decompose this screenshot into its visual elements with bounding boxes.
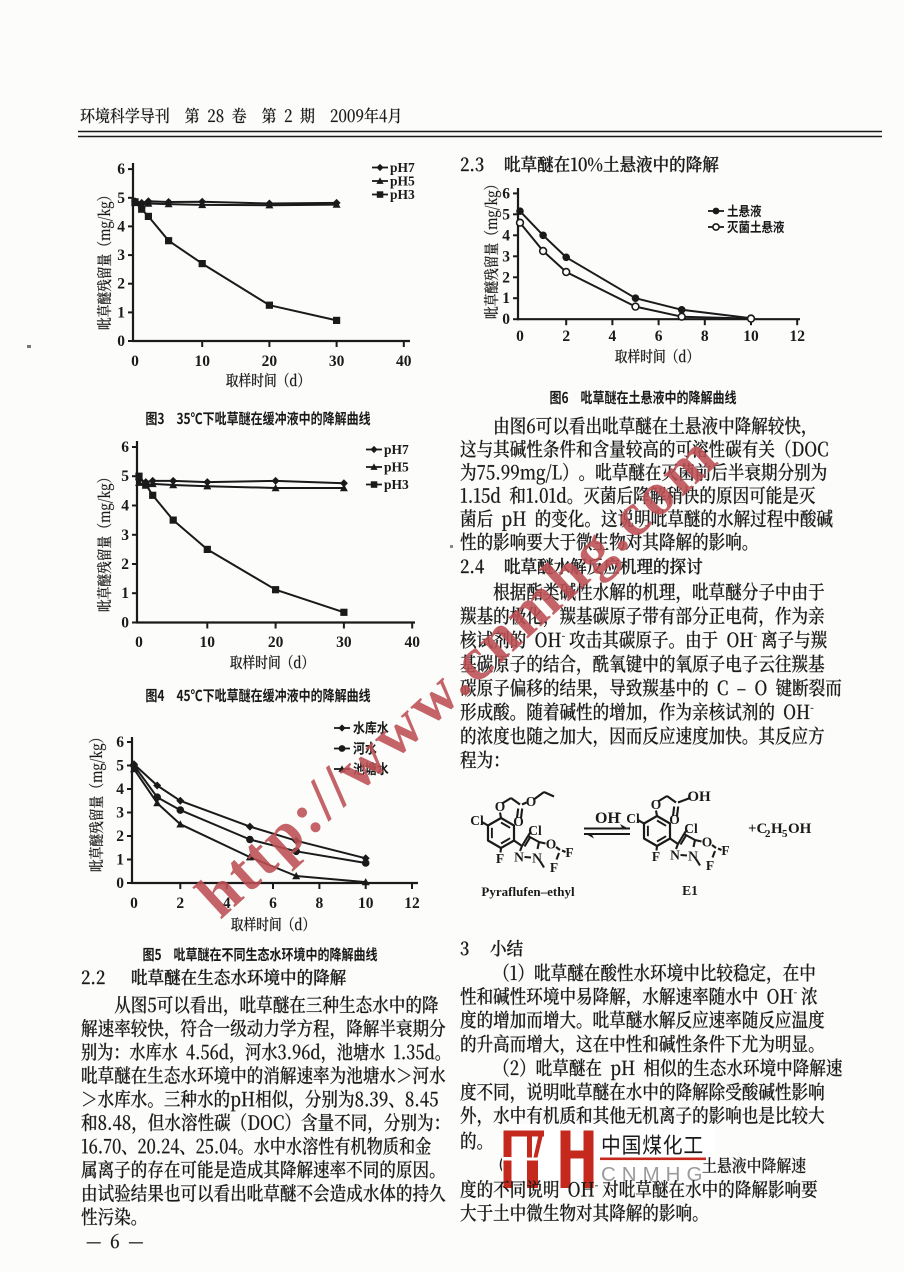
- svg-text:F: F: [706, 858, 714, 873]
- svg-text:6: 6: [269, 895, 277, 912]
- svg-text:O: O: [651, 797, 662, 812]
- svg-text:2: 2: [117, 276, 125, 293]
- svg-text:1: 1: [116, 852, 124, 869]
- svg-text:2: 2: [502, 269, 510, 286]
- svg-text:4: 4: [609, 328, 617, 345]
- svg-text:6: 6: [116, 734, 124, 751]
- svg-text:Cl: Cl: [470, 813, 484, 828]
- svg-text:O: O: [526, 794, 537, 809]
- svg-text:O: O: [546, 837, 557, 852]
- svg-text:2: 2: [562, 328, 570, 345]
- svg-text:O: O: [513, 814, 524, 829]
- svg-text:pH5: pH5: [390, 174, 415, 189]
- svg-text:O: O: [702, 835, 713, 850]
- svg-text:2: 2: [116, 828, 124, 845]
- svg-text:6: 6: [121, 439, 129, 456]
- svg-text:3: 3: [117, 247, 125, 264]
- svg-text:F: F: [565, 845, 573, 860]
- svg-text:5: 5: [502, 206, 510, 223]
- svg-text:0: 0: [116, 875, 124, 892]
- svg-text:6: 6: [502, 185, 510, 202]
- svg-text:30: 30: [329, 353, 345, 370]
- svg-text:4: 4: [502, 227, 510, 244]
- svg-text:Cl: Cl: [626, 811, 640, 826]
- svg-text:F: F: [550, 860, 558, 875]
- svg-text:5: 5: [121, 468, 129, 485]
- svg-text:O: O: [669, 812, 680, 827]
- svg-text:0: 0: [117, 333, 125, 350]
- svg-text:5: 5: [782, 828, 788, 840]
- svg-text:40: 40: [396, 353, 412, 370]
- svg-text:12: 12: [789, 328, 805, 345]
- svg-text:20: 20: [262, 353, 278, 370]
- svg-text:pH7: pH7: [390, 160, 415, 175]
- svg-text:E1: E1: [682, 883, 698, 898]
- svg-text:4: 4: [116, 781, 124, 798]
- svg-text:H: H: [771, 821, 783, 837]
- svg-text:+C: +C: [748, 821, 767, 837]
- svg-text:OH: OH: [687, 789, 711, 805]
- svg-text:Cl: Cl: [528, 823, 542, 838]
- svg-text:4: 4: [117, 218, 125, 235]
- svg-text:OH: OH: [595, 810, 620, 827]
- svg-text:N: N: [532, 851, 542, 866]
- svg-text:pH3: pH3: [384, 477, 409, 492]
- svg-text:pH3: pH3: [390, 187, 415, 202]
- svg-text:1: 1: [502, 290, 510, 307]
- svg-text:4: 4: [223, 895, 231, 912]
- svg-text:0: 0: [131, 353, 139, 370]
- svg-text:2: 2: [176, 895, 184, 912]
- svg-text:12: 12: [404, 895, 420, 912]
- svg-text:N: N: [688, 849, 698, 864]
- svg-text:0: 0: [130, 895, 138, 912]
- svg-text:10: 10: [194, 353, 210, 370]
- svg-text:N: N: [670, 848, 680, 863]
- svg-text:pH5: pH5: [384, 460, 409, 475]
- svg-text:1: 1: [117, 304, 125, 321]
- svg-text:30: 30: [336, 634, 352, 651]
- svg-text:4: 4: [121, 498, 129, 515]
- svg-text:20: 20: [268, 634, 284, 651]
- svg-text:3: 3: [121, 527, 129, 544]
- svg-text:OH: OH: [788, 821, 812, 837]
- svg-text:0: 0: [502, 311, 510, 328]
- svg-text:Cl: Cl: [684, 821, 698, 836]
- svg-text:10: 10: [200, 634, 216, 651]
- svg-text:3: 3: [502, 248, 510, 265]
- svg-text:2: 2: [765, 828, 771, 840]
- svg-text:0: 0: [516, 328, 524, 345]
- svg-text:8: 8: [316, 895, 324, 912]
- svg-text:pH7: pH7: [384, 442, 409, 457]
- svg-text:Pyraflufen–ethyl: Pyraflufen–ethyl: [481, 884, 575, 899]
- svg-text:2: 2: [121, 556, 129, 573]
- svg-text:3: 3: [116, 805, 124, 822]
- svg-text:F: F: [652, 849, 660, 864]
- svg-text:8: 8: [701, 328, 709, 345]
- svg-text:5: 5: [116, 758, 124, 775]
- svg-text:-: -: [618, 807, 622, 819]
- svg-text:10: 10: [358, 895, 374, 912]
- svg-text:1: 1: [121, 585, 129, 602]
- svg-text:0: 0: [121, 615, 129, 632]
- svg-text:6: 6: [117, 161, 125, 178]
- svg-text:5: 5: [117, 190, 125, 207]
- svg-text:F: F: [496, 851, 504, 866]
- svg-text:O: O: [495, 799, 506, 814]
- svg-text:0: 0: [135, 634, 143, 651]
- svg-text:F: F: [721, 843, 729, 858]
- svg-text:N: N: [514, 850, 524, 865]
- svg-text:40: 40: [404, 634, 420, 651]
- svg-text:10: 10: [743, 328, 759, 345]
- svg-text:6: 6: [655, 328, 663, 345]
